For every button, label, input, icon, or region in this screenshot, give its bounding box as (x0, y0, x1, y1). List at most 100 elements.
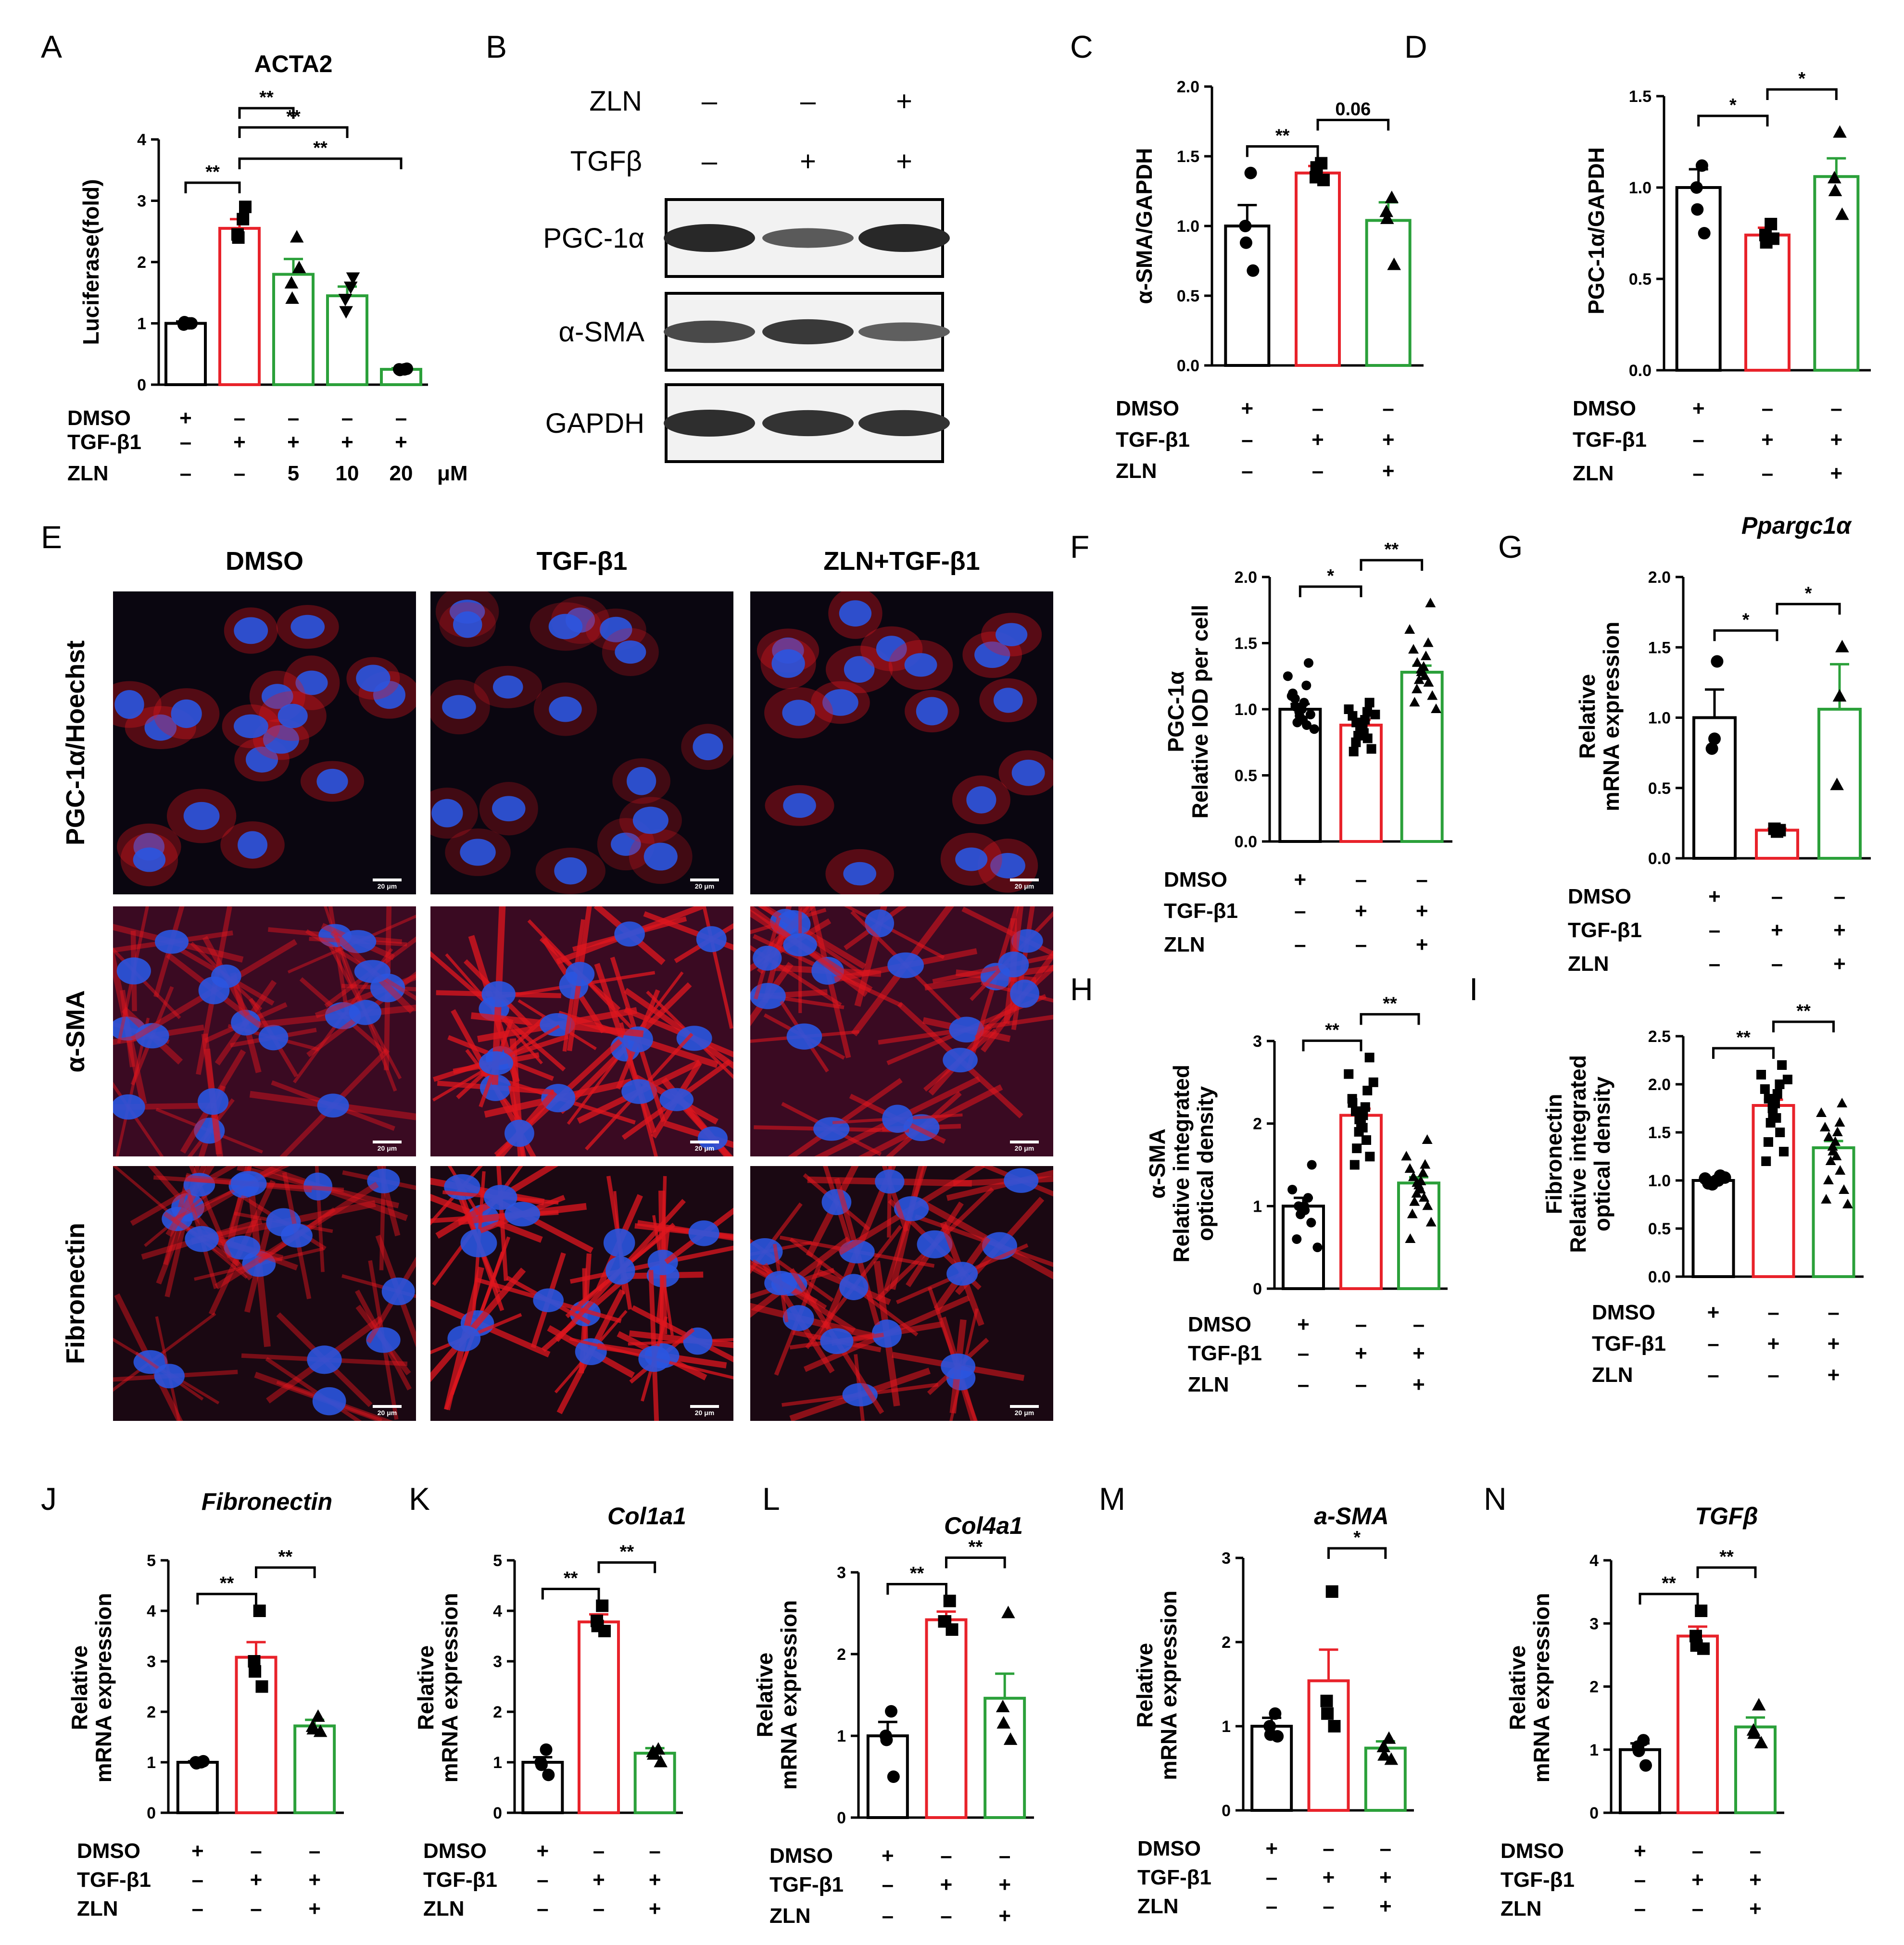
data-point (1832, 689, 1847, 702)
data-point (1352, 1143, 1362, 1154)
nucleus (946, 1262, 978, 1286)
condition-mark: + (191, 1839, 204, 1863)
data-point (1413, 674, 1425, 684)
condition-mark: – (1707, 1363, 1719, 1387)
nucleus (941, 1353, 976, 1380)
data-point (1412, 657, 1423, 667)
panel-letter-A: A (41, 29, 62, 64)
y-tick-label: 1.5 (1648, 1124, 1671, 1142)
nucleus (990, 853, 1025, 878)
significance-label: ** (286, 107, 301, 127)
nucleus (638, 1345, 670, 1372)
blot-header-label: TGFβ (570, 146, 642, 177)
data-point (1760, 1084, 1770, 1094)
nucleus (231, 1010, 261, 1036)
bar (1339, 1114, 1383, 1290)
significance-bracket (1696, 1566, 1757, 1578)
condition-mark: – (537, 1868, 548, 1892)
condition-mark: – (1382, 397, 1394, 420)
condition-mark: – (1692, 428, 1704, 452)
data-point (1349, 747, 1359, 756)
data-point (1705, 742, 1718, 755)
nucleus (460, 839, 496, 866)
nucleus (504, 1119, 534, 1147)
bar (1752, 1104, 1795, 1278)
data-point (1364, 698, 1374, 708)
data-point (1307, 1160, 1317, 1170)
nucleus (904, 653, 937, 677)
data-point (1387, 257, 1401, 270)
y-label-line: optical density (1193, 1086, 1218, 1241)
data-point (284, 276, 299, 289)
data-point (1632, 1744, 1645, 1757)
condition-mark: – (537, 1897, 548, 1920)
panel-letter-N: N (1484, 1481, 1507, 1517)
data-point (1711, 655, 1724, 668)
chart-title: Fibronectin (202, 1488, 332, 1515)
nucleus (224, 1235, 261, 1260)
condition-mark: + (179, 406, 192, 430)
condition-mark: – (1380, 1837, 1391, 1860)
y-tick-label: 3 (137, 192, 146, 211)
significance-bracket (1713, 629, 1778, 641)
data-point (542, 1769, 555, 1782)
data-point (1239, 236, 1252, 249)
nucleus (688, 1220, 719, 1246)
micrograph-tile: 20 μm (430, 906, 733, 1156)
micrograph-column-label: ZLN+TGF-β1 (823, 547, 980, 576)
bar (925, 1618, 968, 1820)
significance-label: * (1805, 583, 1812, 603)
y-tick-label: 2.0 (1648, 568, 1671, 587)
condition-mark: + (341, 430, 353, 454)
y-tick-label: 1 (137, 315, 146, 333)
significance-label: ** (205, 162, 220, 182)
data-point (1422, 1134, 1433, 1144)
nucleus (504, 1202, 541, 1227)
y-label-line: Relative (67, 1645, 92, 1730)
condition-mark: + (1771, 918, 1783, 942)
data-point (1362, 733, 1373, 743)
data-point (1325, 1585, 1338, 1598)
bar (633, 1752, 676, 1815)
nucleus (693, 733, 723, 761)
condition-mark: – (1298, 1342, 1309, 1365)
condition-mark: – (1771, 952, 1783, 976)
nucleus (548, 614, 583, 640)
condition-mark: – (1762, 462, 1773, 485)
chart-I: 0.0 0.5 1.0 1.5 2.0 2.5 FibronectinRelative in… (1541, 1001, 1864, 1387)
data-point (1271, 1730, 1284, 1743)
condition-mark: + (233, 430, 246, 454)
condition-label: ZLN (769, 1904, 811, 1928)
chart-F: 0.0 0.5 1.0 1.5 2.0 PGC-1αRelative IOD per ce… (1163, 540, 1452, 956)
data-point (1287, 1185, 1298, 1194)
nucleus (549, 696, 582, 722)
y-tick-label: 0.0 (1235, 833, 1257, 851)
condition-label: ZLN (67, 462, 109, 485)
condition-mark: – (1241, 459, 1253, 483)
y-tick-label: 2 (147, 1703, 156, 1721)
nucleus (599, 616, 632, 642)
condition-mark: + (1265, 1837, 1278, 1860)
y-axis-label: α-SMARelative integratedoptical density (1145, 1065, 1218, 1263)
data-point (1835, 207, 1849, 220)
nucleus (481, 981, 516, 1007)
y-tick-label: 3 (1253, 1032, 1262, 1051)
data-point (1408, 644, 1419, 654)
data-point (292, 261, 306, 274)
y-tick-label: 0.5 (1177, 287, 1199, 305)
scale-bar-label: 20 μm (378, 1409, 397, 1417)
data-point (887, 1770, 900, 1783)
significance-bracket (1327, 1547, 1387, 1559)
nucleus (316, 768, 348, 794)
data-point (1427, 690, 1438, 700)
micrograph-row-label: α-SMA (61, 990, 90, 1072)
significance-label: ** (910, 1564, 924, 1584)
panel-letter-M: M (1099, 1481, 1125, 1517)
data-point (255, 1680, 268, 1693)
data-point (1404, 1163, 1415, 1173)
y-label-line: Fibronectin (1541, 1094, 1566, 1214)
nucleus (627, 767, 656, 795)
nucleus (144, 714, 177, 741)
significance-label: ** (313, 138, 328, 158)
